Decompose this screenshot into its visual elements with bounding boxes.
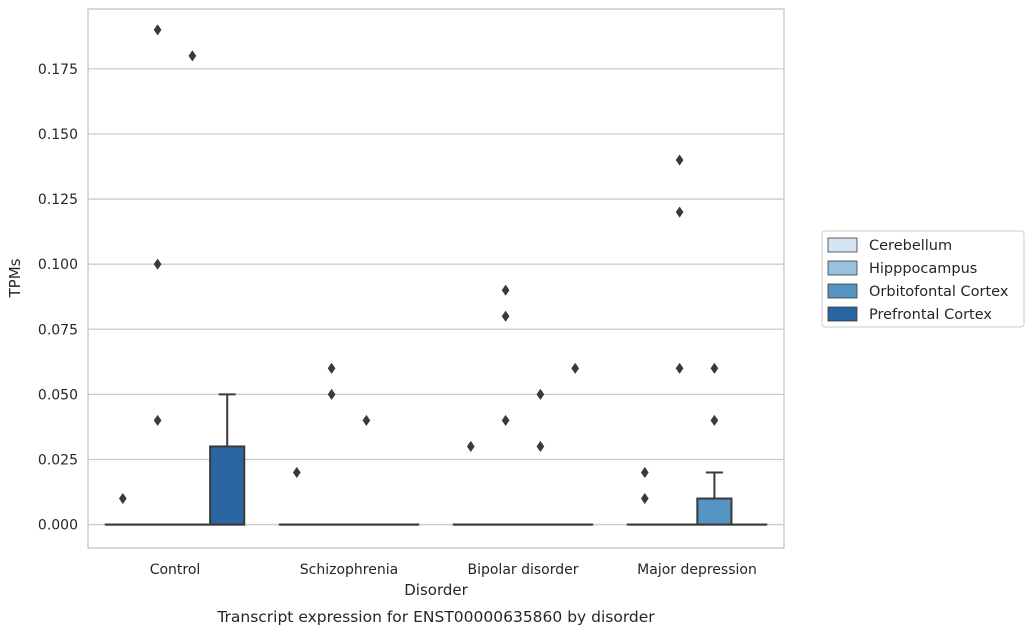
legend-label: Prefrontal Cortex — [869, 307, 992, 323]
box-group — [139, 24, 176, 526]
outlier-point — [327, 362, 336, 374]
legend-item: Prefrontal Cortex — [827, 306, 992, 323]
outlier-point — [675, 362, 684, 374]
box-group — [313, 362, 350, 526]
chart-caption: Transcript expression for ENST0000063586… — [216, 608, 655, 626]
y-tick-label: 0.100 — [38, 257, 78, 273]
box-group — [626, 466, 663, 526]
x-axis-label: Disorder — [404, 581, 468, 599]
y-axis-label: TPMs — [6, 258, 24, 298]
outlier-point — [675, 154, 684, 166]
outlier-point — [640, 492, 649, 505]
outlier-point — [536, 440, 545, 453]
outlier-point — [710, 414, 719, 427]
box — [696, 497, 733, 526]
y-tick-label: 0.075 — [38, 322, 78, 338]
legend-label: Cerebellum — [869, 238, 952, 254]
legend-swatch — [827, 260, 858, 276]
outlier-point — [153, 24, 162, 36]
outlier-point — [536, 388, 545, 401]
plot-background — [88, 9, 784, 548]
outlier-point — [675, 206, 684, 218]
outlier-point — [466, 440, 475, 453]
legend-swatch — [827, 306, 858, 322]
legend-label: Hipppocampus — [869, 261, 977, 277]
outlier-point — [362, 414, 371, 427]
outlier-point — [640, 466, 649, 479]
gridlines — [88, 68, 784, 526]
legend-swatch — [827, 283, 858, 299]
y-tick-label: 0.050 — [38, 387, 78, 403]
y-tick-label: 0.025 — [38, 452, 78, 468]
legend-item: Hipppocampus — [827, 260, 977, 277]
y-tick-label: 0.000 — [38, 518, 78, 534]
box-group — [696, 362, 733, 526]
plot-frame — [87, 8, 785, 549]
legend-swatch — [827, 237, 858, 253]
legend: Cerebellum Hipppocampus Orbitofontal Corte… — [821, 230, 1025, 328]
outlier-point — [501, 310, 510, 322]
outlier-point — [327, 388, 336, 401]
x-tick-label: Control — [150, 562, 201, 578]
outlier-point — [501, 414, 510, 427]
x-axis-ticks: Control Schizophrenia Bipolar disorder Majo… — [150, 562, 757, 578]
outlier-point — [188, 50, 197, 62]
y-tick-label: 0.125 — [38, 192, 78, 208]
outlier-point — [501, 284, 510, 296]
outlier-point — [710, 362, 719, 374]
outlier-point — [292, 466, 301, 479]
y-axis-ticks: 0.000 0.025 0.050 0.075 0.100 0.125 0.150 0.175 — [38, 62, 78, 534]
box — [209, 445, 246, 526]
x-tick-label: Bipolar disorder — [467, 562, 578, 578]
box-group — [209, 393, 246, 526]
legend-item: Cerebellum — [827, 237, 952, 254]
legend-frame — [821, 230, 1025, 328]
outlier-point — [571, 362, 580, 374]
outlier-point — [153, 258, 162, 270]
y-tick-label: 0.175 — [38, 62, 78, 78]
x-tick-label: Major depression — [637, 562, 757, 578]
box-plots — [104, 24, 768, 526]
legend-item: Orbitofontal Cortex — [827, 283, 1009, 300]
outlier-point — [153, 414, 162, 427]
box-group — [557, 362, 594, 526]
legend-label: Orbitofontal Cortex — [869, 284, 1009, 300]
outlier-point — [118, 492, 127, 505]
y-tick-label: 0.150 — [38, 127, 78, 143]
x-tick-label: Schizophrenia — [300, 562, 398, 578]
